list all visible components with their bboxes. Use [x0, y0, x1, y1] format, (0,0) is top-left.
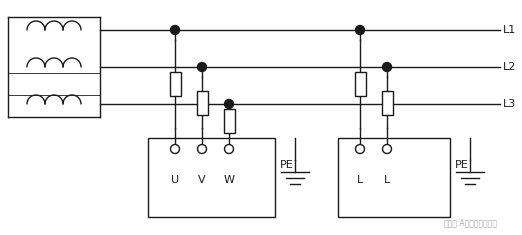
Circle shape — [224, 99, 233, 109]
Bar — [354, 72, 365, 96]
Text: PE: PE — [455, 160, 469, 170]
Text: W: W — [223, 175, 234, 185]
Text: L: L — [357, 175, 363, 185]
Text: V: V — [198, 175, 206, 185]
Text: 头条号:A电气自动化应用: 头条号:A电气自动化应用 — [444, 218, 498, 227]
Bar — [382, 90, 393, 114]
Text: L: L — [384, 175, 390, 185]
Text: U: U — [171, 175, 179, 185]
Circle shape — [197, 145, 207, 153]
Bar — [223, 109, 234, 133]
Text: L1: L1 — [503, 25, 516, 35]
Circle shape — [171, 26, 180, 35]
Circle shape — [197, 63, 207, 71]
Circle shape — [171, 145, 180, 153]
Bar — [338, 138, 450, 217]
Text: L2: L2 — [503, 62, 516, 72]
Circle shape — [355, 145, 364, 153]
Circle shape — [355, 26, 364, 35]
Circle shape — [224, 145, 233, 153]
Bar — [148, 138, 275, 217]
Circle shape — [383, 63, 392, 71]
Text: PE: PE — [280, 160, 294, 170]
Circle shape — [383, 145, 392, 153]
Bar — [170, 72, 181, 96]
Text: L3: L3 — [503, 99, 516, 109]
Bar — [196, 90, 208, 114]
